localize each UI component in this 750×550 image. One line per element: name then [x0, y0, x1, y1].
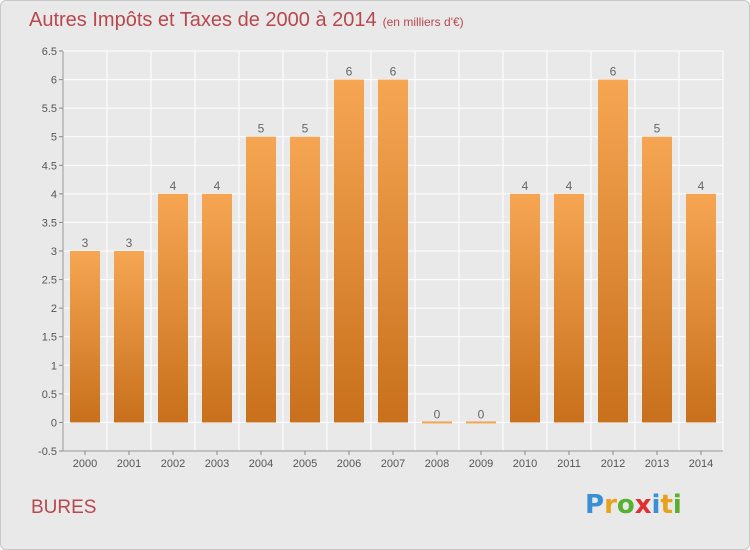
y-tick-label: 4 [51, 189, 57, 201]
bar [378, 79, 408, 423]
data-label: 4 [698, 179, 705, 193]
bar [422, 421, 452, 424]
axes: -0.5 0 0.5 1 1.5 2 2.5 3 3.5 4 4.5 5 5.5 6 6.5 2000 2001… [38, 46, 723, 470]
x-tick-label: 2004 [249, 458, 273, 470]
data-label: 3 [82, 236, 89, 250]
y-tick-label: 6 [51, 75, 57, 87]
x-tick-label: 2002 [161, 458, 185, 470]
logo-letter: o [616, 490, 635, 520]
data-label: 4 [566, 179, 573, 193]
chart-title: Autres Impôts et Taxes de 2000 à 2014 (en… [29, 9, 464, 32]
data-label: 6 [346, 65, 353, 79]
bar [554, 193, 584, 423]
y-tick-label: 0 [51, 417, 57, 429]
x-tick-label: 2014 [689, 458, 713, 470]
bar [70, 251, 100, 423]
bar [158, 193, 188, 423]
data-label: 4 [214, 179, 221, 193]
bars [70, 79, 716, 424]
data-label: 5 [258, 122, 265, 136]
chart-subtitle: (en milliers d'€) [382, 15, 464, 29]
x-tick-label: 2006 [337, 458, 361, 470]
data-labels: 3 3 4 4 5 5 6 6 0 0 4 4 6 5 4 [82, 65, 705, 422]
x-tick-label: 2010 [513, 458, 537, 470]
data-label: 0 [434, 407, 441, 421]
y-tick-label: 5.5 [42, 103, 57, 115]
logo-letter: P [585, 490, 605, 520]
logo-letter: x [634, 490, 652, 520]
x-tick-label: 2008 [425, 458, 449, 470]
x-tick-label: 2001 [117, 458, 141, 470]
y-tick-label: -0.5 [38, 446, 57, 458]
x-tick-label: 2007 [381, 458, 405, 470]
bar [510, 193, 540, 423]
logo-letter: t [660, 490, 673, 520]
y-tick-label: 1.5 [42, 332, 57, 344]
y-tick-label: 3 [51, 246, 57, 258]
y-tick-label: 6.5 [42, 46, 57, 58]
logo-letter: i [672, 490, 682, 520]
data-label: 6 [390, 65, 397, 79]
logo-letter: r [604, 490, 617, 520]
x-tick-label: 2009 [469, 458, 493, 470]
data-label: 0 [478, 407, 485, 421]
town-name: BURES [31, 497, 97, 518]
x-tick-label: 2005 [293, 458, 317, 470]
proxiti-logo[interactable]: Proxiti [585, 490, 682, 520]
y-tick-label: 5 [51, 132, 57, 144]
data-label: 6 [610, 65, 617, 79]
x-tick-label: 2013 [645, 458, 669, 470]
data-label: 3 [126, 236, 133, 250]
bar [598, 79, 628, 423]
bar [686, 193, 716, 423]
bar [642, 136, 672, 423]
data-label: 5 [302, 122, 309, 136]
x-tick-label: 2011 [557, 458, 581, 470]
bar [202, 193, 232, 423]
logo-letter: i [651, 490, 661, 520]
y-tick-label: 4.5 [42, 160, 57, 172]
y-tick-label: 0.5 [42, 389, 57, 401]
data-label: 5 [654, 122, 661, 136]
chart-title-text: Autres Impôts et Taxes de 2000 à 2014 [29, 9, 377, 31]
y-tick-label: 2 [51, 303, 57, 315]
data-label: 4 [522, 179, 529, 193]
bar [246, 136, 276, 423]
bar [334, 79, 364, 423]
x-tick-label: 2012 [601, 458, 625, 470]
bar [290, 136, 320, 423]
y-tick-label: 2.5 [42, 275, 57, 287]
y-tick-label: 3.5 [42, 217, 57, 229]
data-label: 4 [170, 179, 177, 193]
bar [114, 251, 144, 423]
y-tick-label: 1 [51, 360, 57, 372]
bar [466, 421, 496, 424]
x-tick-label: 2003 [205, 458, 229, 470]
x-tick-label: 2000 [73, 458, 97, 470]
